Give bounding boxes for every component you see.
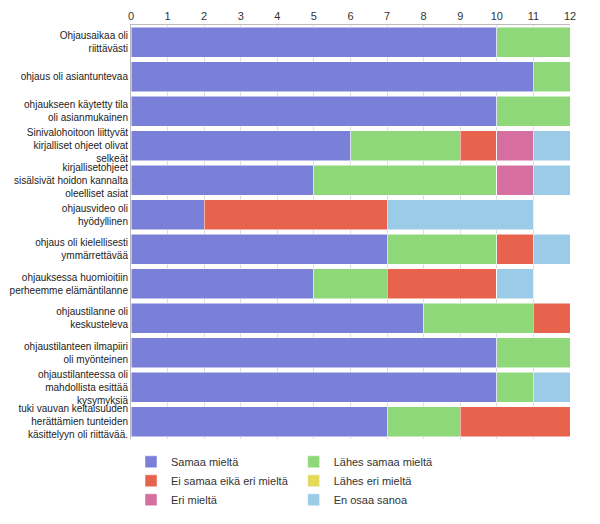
svg-text:Samaa mieltä: Samaa mieltä: [171, 456, 239, 468]
svg-text:4: 4: [274, 10, 280, 22]
svg-text:1: 1: [165, 10, 171, 22]
svg-text:5: 5: [311, 10, 317, 22]
svg-text:9: 9: [457, 10, 463, 22]
svg-text:tuki vauvan keltaisuudenherätt: tuki vauvan keltaisuudenherättämien tunt…: [18, 403, 128, 440]
svg-text:2: 2: [201, 10, 207, 22]
svg-text:12: 12: [564, 10, 576, 22]
svg-text:ohjaus oli asiantuntevaa: ohjaus oli asiantuntevaa: [21, 71, 129, 82]
svg-text:ohjaukseen käytetty tilaoli as: ohjaukseen käytetty tilaoli asianmukaine…: [24, 99, 128, 123]
svg-text:ohjaustilanne olikeskusteleva: ohjaustilanne olikeskusteleva: [56, 306, 128, 330]
svg-text:10: 10: [491, 10, 503, 22]
svg-text:3: 3: [238, 10, 244, 22]
svg-text:ohjausvideo olihyödyllinen: ohjausvideo olihyödyllinen: [62, 203, 128, 227]
svg-text:ohjaus oli kielellisestiymmärr: ohjaus oli kielellisestiymmärrettävää: [35, 237, 128, 261]
svg-text:Ei samaa eikä eri mieltä: Ei samaa eikä eri mieltä: [171, 475, 289, 487]
svg-text:Lähes samaa mieltä: Lähes samaa mieltä: [334, 456, 433, 468]
svg-text:kirjallisetohjeetsisälsivät ho: kirjallisetohjeetsisälsivät hoidon kanna…: [14, 162, 128, 199]
svg-text:ohjaustilanteen ilmapiirioli m: ohjaustilanteen ilmapiirioli myönteinen: [24, 341, 128, 365]
svg-text:En osaa sanoa: En osaa sanoa: [334, 494, 408, 506]
svg-text:ohjauksessa huomioitiinperheem: ohjauksessa huomioitiinperheemme elämänt…: [10, 272, 129, 296]
svg-text:Eri mieltä: Eri mieltä: [171, 494, 218, 506]
svg-text:ohjaustilanteessa olimahdollis: ohjaustilanteessa olimahdollista esittää…: [38, 369, 128, 406]
svg-text:8: 8: [421, 10, 427, 22]
svg-text:0: 0: [128, 10, 134, 22]
svg-text:Lähes eri mieltä: Lähes eri mieltä: [334, 475, 413, 487]
svg-text:6: 6: [347, 10, 353, 22]
svg-text:Ohjausaikaa oliriittävästi: Ohjausaikaa oliriittävästi: [60, 30, 128, 54]
svg-text:11: 11: [528, 10, 539, 22]
svg-text:7: 7: [384, 10, 390, 22]
svg-text:Sinivalohoitoon liittyvätkirja: Sinivalohoitoon liittyvätkirjalliset ohj…: [27, 127, 128, 164]
